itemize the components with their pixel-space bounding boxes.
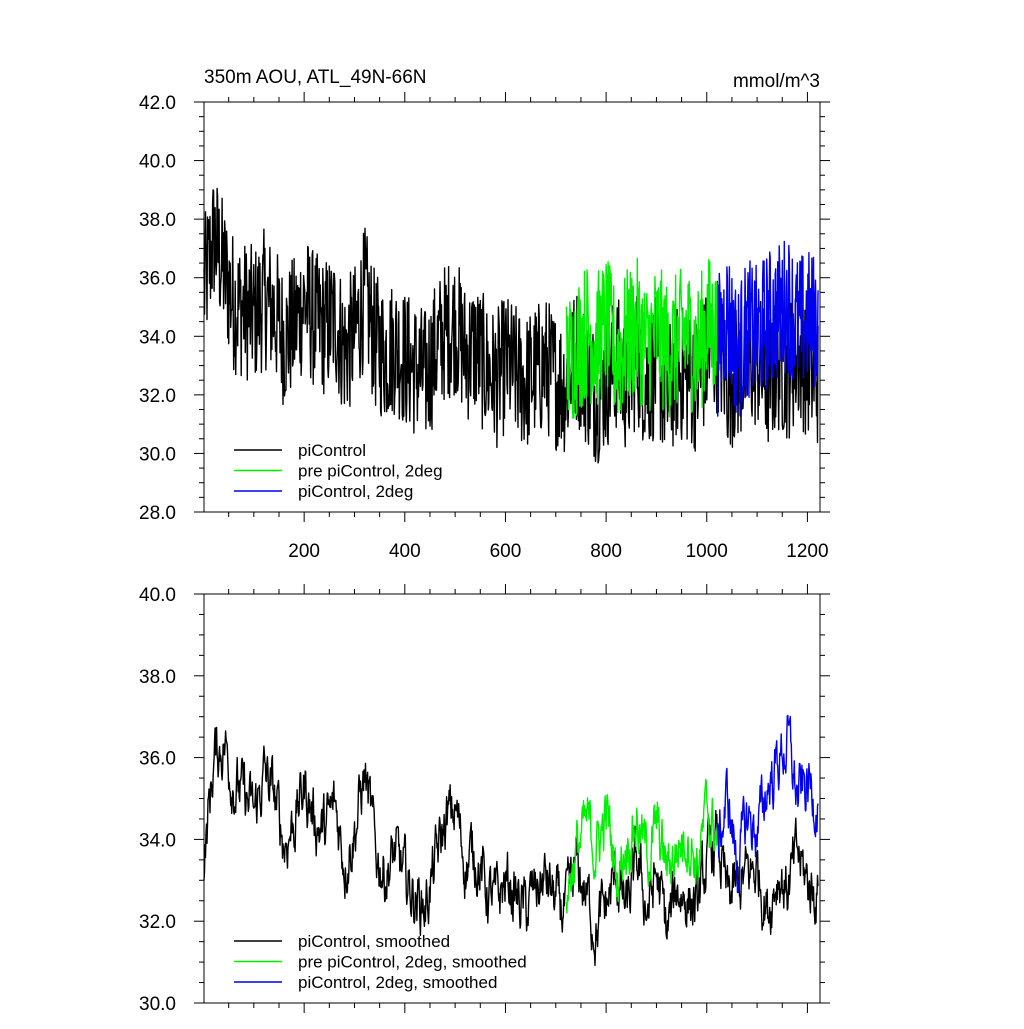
y-tick-label: 38.0	[139, 210, 176, 231]
y-tick-label: 30.0	[139, 444, 176, 465]
legend-label: piControl, 2deg	[298, 482, 413, 501]
y-tick-label: 40.0	[139, 585, 176, 606]
legend-label: piControl	[298, 441, 366, 460]
y-tick-label: 28.0	[139, 503, 176, 524]
chart-title: 350m AOU, ATL_49N-66N	[204, 67, 426, 88]
legend-label: piControl, 2deg, smoothed	[298, 973, 497, 992]
series-line-2	[565, 778, 718, 914]
legend-label: pre piControl, 2deg, smoothed	[298, 953, 527, 972]
x-tick-label: 1200	[786, 541, 828, 562]
x-tick-label: 1000	[686, 541, 728, 562]
y-tick-label: 42.0	[139, 93, 176, 114]
y-tick-label: 32.0	[139, 912, 176, 933]
series-line-3	[716, 714, 819, 894]
units-label: mmol/m^3	[733, 71, 820, 92]
series-line-3	[716, 240, 819, 417]
y-tick-label: 30.0	[139, 994, 176, 1015]
x-tick-label: 200	[288, 541, 320, 562]
x-tick-label: 600	[490, 541, 522, 562]
top-panel: 350m AOU, ATL_49N-66N mmol/m^3 200 400 600…	[139, 67, 830, 562]
series-line-2	[565, 257, 718, 419]
x-tick-label: 800	[590, 541, 622, 562]
legend-label: pre piControl, 2deg	[298, 462, 443, 481]
y-tick-label: 40.0	[139, 152, 176, 173]
y-tick-label: 34.0	[139, 327, 176, 348]
y-tick-label: 38.0	[139, 667, 176, 688]
bottom-panel: 30.0 32.0 34.0 36.0 38.0 40.0 piControl, smoot…	[139, 584, 830, 1015]
legend-label: piControl, smoothed	[298, 932, 450, 951]
series-line-1	[203, 726, 819, 967]
y-tick-label: 32.0	[139, 386, 176, 407]
y-tick-label: 34.0	[139, 830, 176, 851]
x-tick-label: 400	[389, 541, 421, 562]
y-tick-label: 36.0	[139, 749, 176, 770]
series-line-1	[203, 187, 819, 464]
y-tick-label: 36.0	[139, 269, 176, 290]
